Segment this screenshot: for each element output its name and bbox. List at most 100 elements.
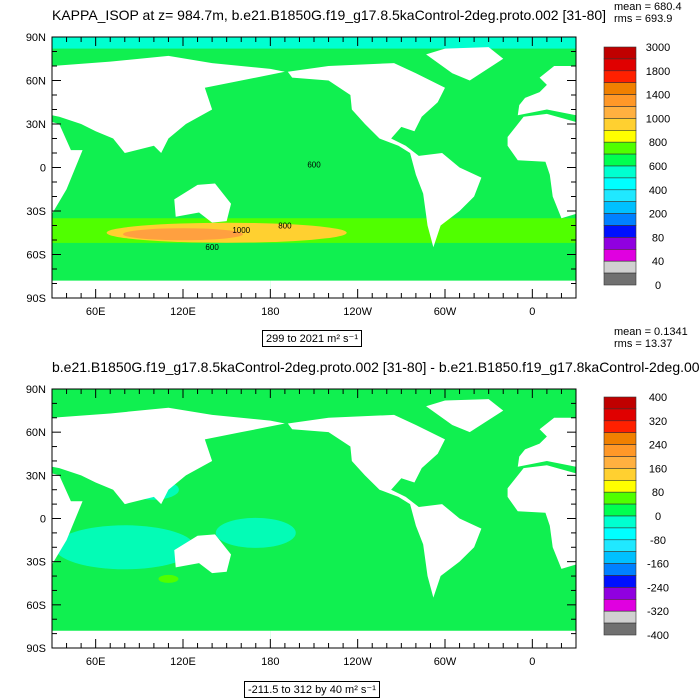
colorbar-label: 0 (655, 511, 661, 523)
colorbar-box (603, 201, 637, 214)
lon-label: 0 (529, 306, 535, 318)
lon-label: 60W (434, 656, 457, 668)
negative-anomaly-patch (54, 525, 195, 570)
australia-landmass (174, 183, 232, 223)
colorbar-2: 400 320 240 160 80 0 -80 -160 -240 -320 -400 (603, 392, 669, 642)
colorbar-label: 320 (649, 416, 667, 428)
colorbar-box (603, 94, 637, 107)
lat-label: 0 (40, 514, 46, 526)
colorbar-box (603, 225, 637, 238)
americas-landmass (287, 414, 482, 598)
lon-label: 60E (86, 656, 106, 668)
eurasia-landmass (517, 417, 576, 467)
lat-label: 30S (26, 206, 46, 218)
lon-label: 180 (261, 306, 279, 318)
colorbar-box (603, 70, 637, 84)
colorbar-box (603, 527, 637, 541)
colorbar-label: 80 (652, 232, 664, 244)
colorbar-label: 600 (649, 161, 667, 173)
antarctica-landmass (52, 630, 271, 648)
colorbar-label: 1000 (646, 113, 670, 125)
panel-1-stats: mean = 680.4 rms = 693.9 (614, 1, 682, 25)
colorbar-label: 1400 (646, 90, 670, 102)
panel-1-range-subtitle: 299 to 2021 m² s⁻¹ (262, 330, 363, 347)
colorbar-label: 160 (649, 463, 667, 475)
contour-label: 600 (307, 161, 321, 170)
colorbar-box (603, 130, 637, 143)
colorbar-box (603, 598, 637, 612)
australia-landmass (174, 534, 232, 574)
colorbar-label: 240 (649, 440, 667, 452)
map-body (0, 37, 576, 298)
africa-landmass (507, 113, 576, 219)
lat-label: 60N (26, 76, 46, 88)
colorbar-box (603, 153, 637, 167)
colorbar-box (603, 249, 637, 262)
colorbar-label: -320 (647, 606, 669, 618)
colorbar-label: -80 (650, 535, 666, 547)
lat-label: 30N (26, 119, 46, 131)
colorbar-box (603, 575, 637, 588)
colorbar-box (603, 260, 637, 274)
colorbar-box (603, 539, 637, 552)
equatorial-atlantic (0, 150, 2, 170)
colorbar-box (603, 503, 637, 517)
eurasia-landmass (517, 66, 576, 116)
panel-2-mean: mean = 0.1341 (614, 326, 688, 338)
colorbar-box (603, 587, 637, 600)
lat-label: 90S (26, 293, 46, 305)
colorbar-box (603, 563, 637, 576)
lon-label: 60E (86, 306, 106, 318)
colorbar-box (603, 515, 637, 529)
lat-label: 30N (26, 470, 46, 482)
arctic-band (52, 37, 576, 49)
colorbar-box (603, 622, 637, 636)
negative-anomaly-patch (0, 455, 9, 495)
negative-anomaly-patch (215, 517, 296, 548)
panel-1-rms: rms = 693.9 (614, 13, 673, 25)
greenland-landmass (426, 399, 504, 433)
map-panel-1: 90N 60N 30N 0 30S 60S 90S 60E 120E 180 120W 60W 0 600… (0, 32, 577, 318)
colorbar-box (603, 468, 637, 481)
colorbar-label: 0 (655, 280, 661, 292)
map-body (0, 389, 576, 648)
colorbar-box (603, 141, 637, 155)
antarctica-landmass (52, 280, 271, 298)
panel-2-title: b.e21.B1850G.f19_g17.8.5kaControl-2deg.p… (52, 359, 700, 375)
colorbar-box (603, 82, 637, 95)
africa-landmass (52, 121, 83, 214)
lat-label: 0 (40, 163, 46, 175)
colorbar-label: -240 (647, 582, 669, 594)
colorbar-label: 1800 (646, 66, 670, 78)
colorbar-box (603, 213, 637, 226)
contour-label: 800 (278, 221, 292, 230)
colorbar-box (603, 456, 637, 469)
lat-label: 30S (26, 557, 46, 569)
colorbar-box (603, 46, 637, 60)
lat-label: 60N (26, 427, 46, 439)
colorbar-box (603, 479, 637, 493)
greenland-landmass (426, 47, 504, 81)
panel-2-range-subtitle: -211.5 to 312 by 40 m² s⁻¹ (244, 681, 380, 698)
africa-landmass (507, 465, 576, 569)
panel-1-title: KAPPA_ISOP at z= 984.7m, b.e21.B1850G.f1… (52, 7, 607, 23)
colorbar-label: -160 (647, 559, 669, 571)
colorbar-box (603, 177, 637, 191)
colorbar-box (603, 551, 637, 564)
panel-2-rms: rms = 13.37 (614, 338, 673, 350)
colorbar-label: -400 (647, 630, 669, 642)
eurasia-landmass (52, 55, 285, 153)
colorbar-label: 200 (649, 209, 667, 221)
colorbar-label: 3000 (646, 42, 670, 54)
lon-label: 60W (434, 306, 457, 318)
lon-label: 180 (261, 656, 279, 668)
lat-label: 90N (26, 32, 46, 44)
positive-anomaly-patch (158, 574, 179, 583)
lat-label: 90N (26, 384, 46, 396)
colorbar-box (603, 432, 637, 445)
lat-label: 60S (26, 250, 46, 262)
antarctica-landmass (270, 630, 576, 648)
americas-landmass (287, 63, 482, 248)
